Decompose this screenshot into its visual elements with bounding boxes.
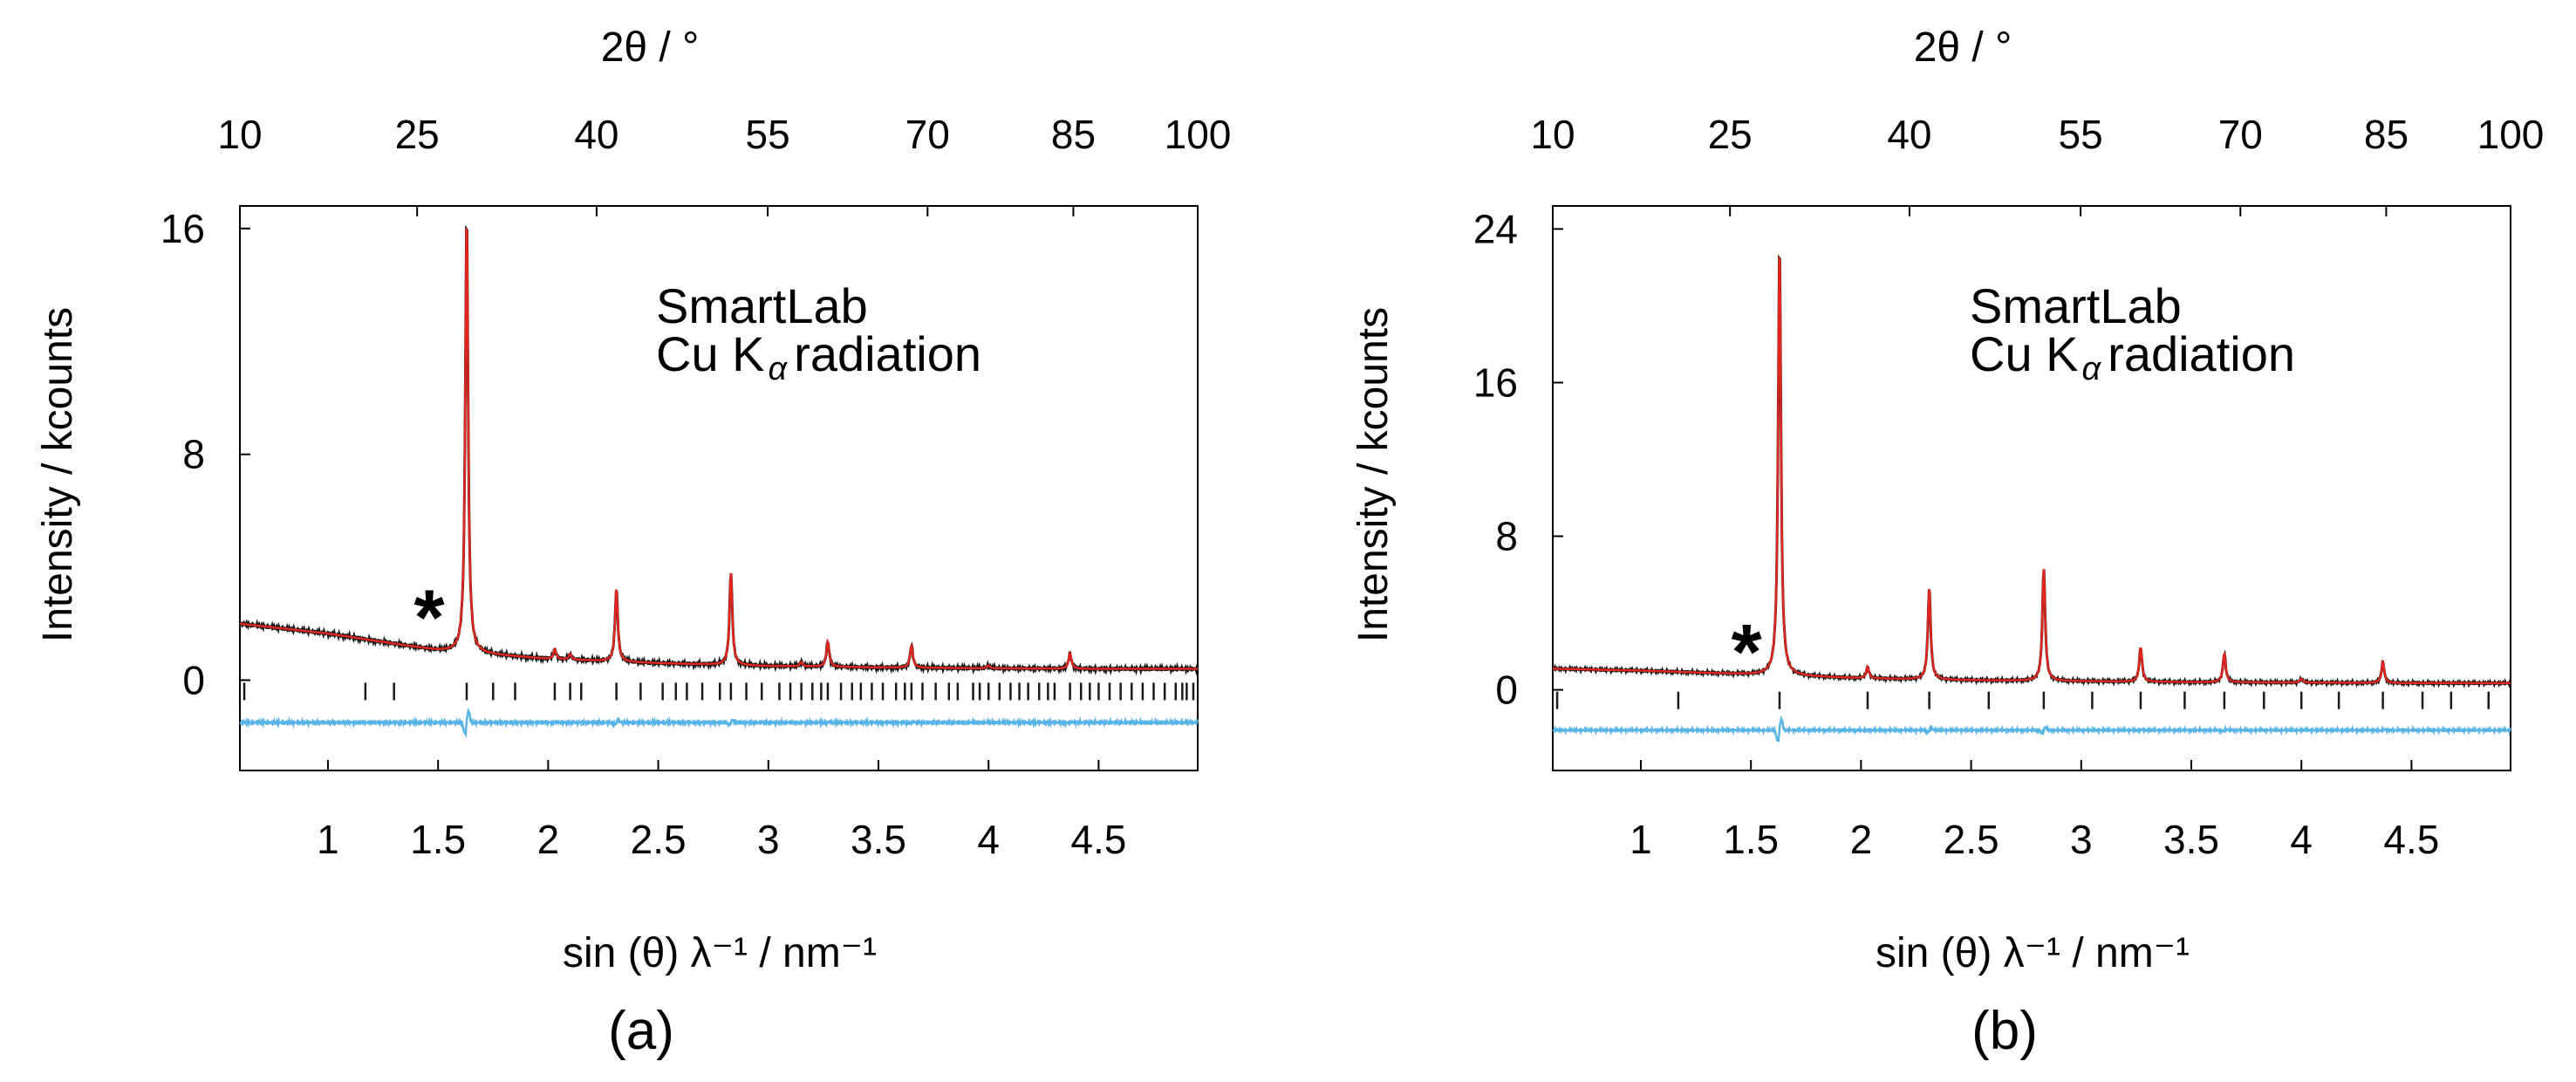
difference-series-b <box>1552 715 2512 743</box>
radiation-prefix-b: Cu K <box>1970 326 2079 381</box>
x-axis-title-a: sin (θ) λ⁻¹ / nm⁻¹ <box>563 930 877 976</box>
x-tick-label-b: 2.5 <box>1944 817 1999 862</box>
difference-series-a <box>239 707 1199 738</box>
y-axis-title-a: Intensity / kcounts <box>35 307 81 642</box>
top-axis-title-b: 2θ / ° <box>1914 24 2012 71</box>
y-tick-label-b: 0 <box>1495 668 1518 713</box>
impurity-marker-a: * <box>414 575 445 662</box>
top-tick-label-b: 55 <box>2059 112 2103 157</box>
x-tick-label-a: 4.5 <box>1070 817 1126 862</box>
top-tick-label-a: 100 <box>1165 112 1232 157</box>
top-tick-label-a: 40 <box>574 112 618 157</box>
top-tick-label-a: 10 <box>217 112 262 157</box>
top-tick-label-b: 25 <box>1708 112 1753 157</box>
x-tick-label-a: 3 <box>757 817 780 862</box>
x-tick-label-b: 4 <box>2290 817 2313 862</box>
plot-frame-b <box>1552 205 2511 771</box>
instrument-label-a: SmartLab <box>656 278 868 333</box>
instrument-label-b: SmartLab <box>1970 278 2182 333</box>
y-tick-label-a: 16 <box>161 206 205 251</box>
top-axis-title-a: 2θ / ° <box>601 24 700 71</box>
panel-b: 2θ / ° Intensity / kcounts sin (θ) λ⁻¹ /… <box>1350 24 2544 1061</box>
x-axis-title-b: sin (θ) λ⁻¹ / nm⁻¹ <box>1876 930 2190 976</box>
impurity-marker-b: * <box>1732 609 1762 696</box>
y-tick-label-b: 8 <box>1495 514 1518 559</box>
x-tick-label-b: 1.5 <box>1723 817 1779 862</box>
y-tick-label-a: 0 <box>182 657 205 702</box>
calculated-series-a <box>239 227 1198 670</box>
top-tick-label-b: 40 <box>1887 112 1931 157</box>
y-tick-label-b: 24 <box>1473 206 1518 251</box>
top-tick-label-b: 85 <box>2364 112 2409 157</box>
top-tick-label-a: 70 <box>905 112 950 157</box>
radiation-prefix-a: Cu K <box>656 326 765 381</box>
top-tick-label-b: 100 <box>2477 112 2545 157</box>
panel-label-a: (a) <box>608 1001 674 1061</box>
x-tick-label-a: 2 <box>537 817 560 862</box>
x-tick-label-b: 1 <box>1630 817 1652 862</box>
calculated-series-b <box>1552 256 2511 685</box>
x-tick-label-b: 2 <box>1850 817 1873 862</box>
top-tick-label-a: 85 <box>1051 112 1096 157</box>
top-tick-label-b: 10 <box>1530 112 1575 157</box>
x-tick-label-b: 3 <box>2070 817 2093 862</box>
x-tick-label-a: 3.5 <box>851 817 906 862</box>
alpha-subscript-b: α <box>2082 351 2102 387</box>
plot-frame-a <box>239 205 1199 771</box>
radiation-suffix-a: radiation <box>794 326 981 381</box>
panel-a: 2θ / ° Intensity / kcounts sin (θ) λ⁻¹ /… <box>35 24 1231 1061</box>
panel-label-b: (b) <box>1971 1001 2038 1061</box>
top-tick-label-b: 70 <box>2218 112 2263 157</box>
y-axis-title-b: Intensity / kcounts <box>1350 307 1397 642</box>
y-tick-label-b: 16 <box>1473 360 1518 405</box>
top-tick-label-a: 55 <box>746 112 790 157</box>
y-tick-label-a: 8 <box>182 432 205 477</box>
x-tick-label-b: 4.5 <box>2383 817 2439 862</box>
top-tick-label-a: 25 <box>395 112 440 157</box>
x-tick-label-b: 3.5 <box>2163 817 2219 862</box>
x-tick-label-a: 1 <box>317 817 339 862</box>
alpha-subscript-a: α <box>769 351 789 387</box>
x-tick-label-a: 1.5 <box>410 817 466 862</box>
x-tick-label-a: 4 <box>977 817 1000 862</box>
radiation-suffix-b: radiation <box>2108 326 2295 381</box>
x-tick-label-a: 2.5 <box>631 817 687 862</box>
